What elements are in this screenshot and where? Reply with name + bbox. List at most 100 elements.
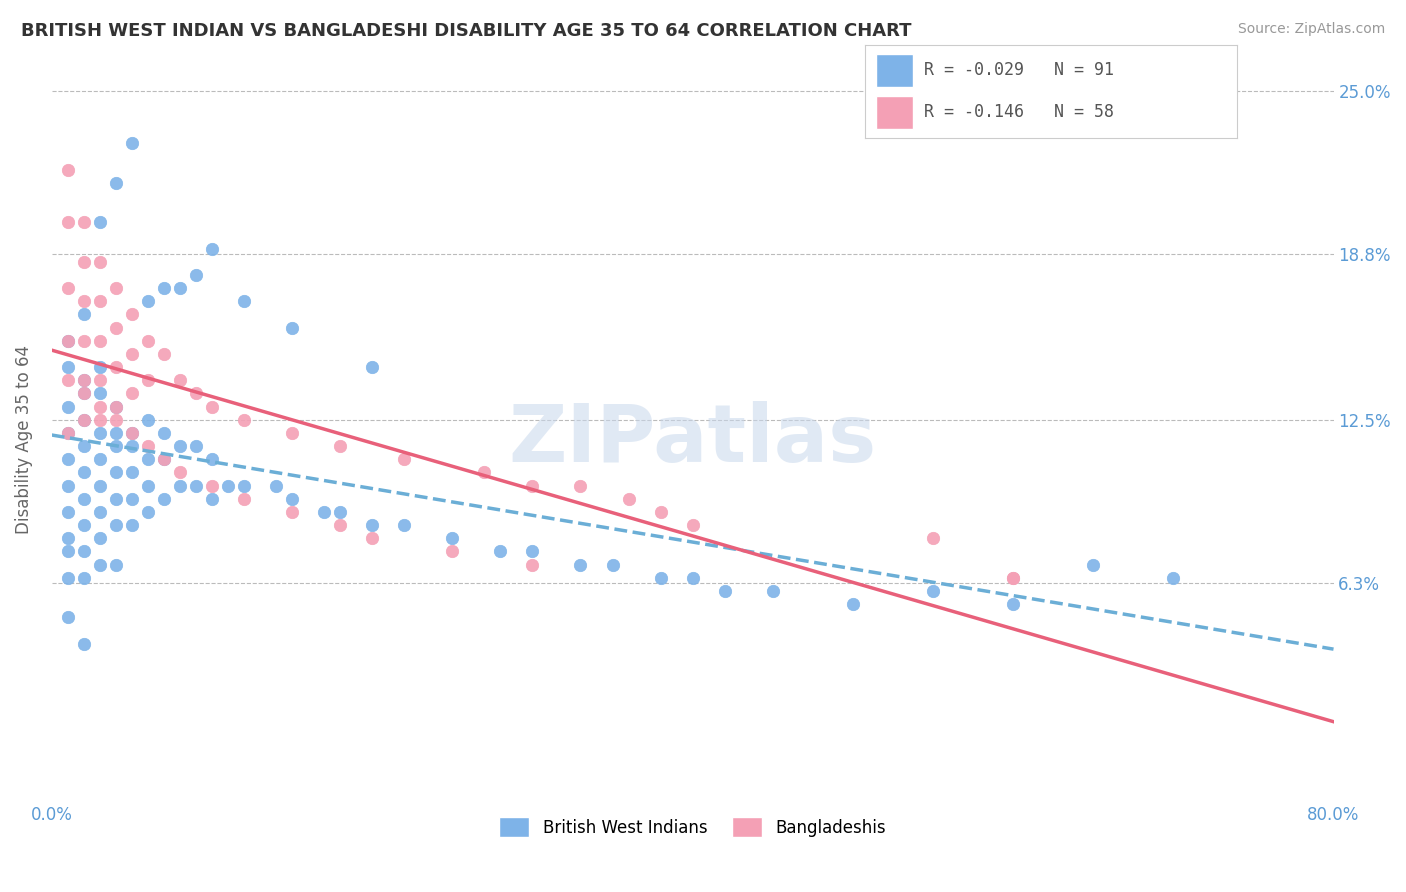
- Point: [136, 439, 159, 453]
- Point: [1083, 558, 1105, 572]
- Point: [361, 518, 384, 533]
- Point: [121, 425, 143, 440]
- Point: [104, 518, 127, 533]
- Point: [233, 478, 256, 492]
- Legend: British West Indians, Bangladeshis: British West Indians, Bangladeshis: [492, 810, 893, 844]
- Point: [104, 439, 127, 453]
- Text: R = -0.146   N = 58: R = -0.146 N = 58: [924, 103, 1115, 120]
- Point: [73, 254, 96, 268]
- Point: [73, 466, 96, 480]
- Point: [56, 373, 79, 387]
- Point: [89, 505, 111, 519]
- Point: [329, 518, 352, 533]
- Point: [136, 413, 159, 427]
- Point: [1002, 571, 1025, 585]
- Point: [201, 491, 224, 506]
- Point: [56, 334, 79, 348]
- Point: [136, 294, 159, 309]
- Point: [489, 544, 512, 558]
- Point: [73, 215, 96, 229]
- Point: [842, 597, 865, 611]
- Point: [184, 439, 207, 453]
- Point: [169, 478, 191, 492]
- Point: [281, 320, 304, 334]
- Point: [89, 215, 111, 229]
- Point: [121, 347, 143, 361]
- Point: [104, 400, 127, 414]
- Text: Source: ZipAtlas.com: Source: ZipAtlas.com: [1237, 22, 1385, 37]
- Point: [472, 466, 495, 480]
- Point: [394, 518, 416, 533]
- Point: [522, 558, 544, 572]
- Point: [441, 531, 464, 545]
- Point: [121, 439, 143, 453]
- Point: [682, 571, 704, 585]
- Point: [73, 307, 96, 321]
- Bar: [876, 54, 912, 87]
- Text: R = -0.029   N = 91: R = -0.029 N = 91: [924, 62, 1115, 79]
- Point: [104, 425, 127, 440]
- Point: [153, 452, 176, 467]
- Point: [201, 242, 224, 256]
- Point: [361, 531, 384, 545]
- Point: [104, 413, 127, 427]
- Point: [104, 558, 127, 572]
- Point: [121, 136, 143, 151]
- Point: [233, 413, 256, 427]
- Point: [281, 505, 304, 519]
- Point: [650, 571, 672, 585]
- Point: [153, 491, 176, 506]
- Point: [89, 558, 111, 572]
- Point: [329, 505, 352, 519]
- Point: [56, 571, 79, 585]
- Point: [136, 334, 159, 348]
- Point: [153, 281, 176, 295]
- Point: [56, 281, 79, 295]
- Point: [441, 544, 464, 558]
- Point: [73, 373, 96, 387]
- Point: [361, 360, 384, 375]
- Point: [104, 360, 127, 375]
- Point: [281, 425, 304, 440]
- Point: [73, 386, 96, 401]
- Point: [522, 478, 544, 492]
- Point: [394, 452, 416, 467]
- Text: BRITISH WEST INDIAN VS BANGLADESHI DISABILITY AGE 35 TO 64 CORRELATION CHART: BRITISH WEST INDIAN VS BANGLADESHI DISAB…: [21, 22, 911, 40]
- Point: [89, 254, 111, 268]
- Point: [73, 386, 96, 401]
- Y-axis label: Disability Age 35 to 64: Disability Age 35 to 64: [15, 345, 32, 534]
- Point: [136, 373, 159, 387]
- Point: [73, 373, 96, 387]
- Point: [73, 439, 96, 453]
- Point: [56, 452, 79, 467]
- Point: [104, 320, 127, 334]
- Point: [184, 386, 207, 401]
- Point: [89, 400, 111, 414]
- Point: [73, 637, 96, 651]
- Point: [201, 400, 224, 414]
- Point: [136, 452, 159, 467]
- Point: [1002, 571, 1025, 585]
- Point: [73, 544, 96, 558]
- Point: [56, 425, 79, 440]
- Point: [104, 281, 127, 295]
- Point: [73, 413, 96, 427]
- Point: [281, 491, 304, 506]
- Point: [136, 505, 159, 519]
- Point: [121, 425, 143, 440]
- Point: [121, 466, 143, 480]
- Point: [56, 400, 79, 414]
- Point: [73, 518, 96, 533]
- Point: [121, 518, 143, 533]
- Point: [56, 425, 79, 440]
- Point: [617, 491, 640, 506]
- Point: [89, 386, 111, 401]
- Point: [89, 373, 111, 387]
- Point: [56, 478, 79, 492]
- Point: [569, 478, 592, 492]
- Point: [56, 162, 79, 177]
- Point: [56, 360, 79, 375]
- Point: [89, 334, 111, 348]
- Point: [89, 294, 111, 309]
- Point: [713, 583, 735, 598]
